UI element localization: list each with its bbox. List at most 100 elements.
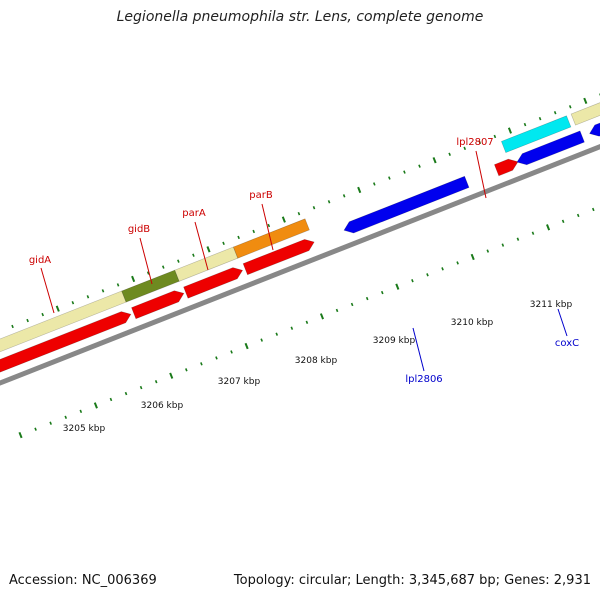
gene-leader-line	[139, 237, 153, 285]
gene-labels: gidA gidB parA parB lpl2807 lpl2806 coxC	[29, 137, 579, 385]
cds-coxC-partner	[516, 130, 585, 166]
tick-labels: 3205 kbp 3206 kbp 3207 kbp 3208 kbp 3209 kbp…	[63, 300, 573, 434]
tick-mark	[456, 261, 459, 265]
tick-mark	[79, 409, 83, 414]
tick-mark	[169, 372, 174, 379]
gene-leader-line	[412, 327, 425, 372]
tick-mark	[275, 332, 279, 336]
tick-mark	[470, 253, 475, 261]
tick-mark	[523, 122, 527, 127]
cds-gidA	[0, 311, 132, 373]
tick-mark	[290, 326, 294, 330]
tick-mark	[365, 296, 369, 301]
tick-mark	[432, 157, 437, 164]
tick-mark	[411, 279, 414, 283]
map-title: Legionella pneumophila str. Lens, comple…	[116, 9, 484, 25]
tick-mark	[493, 134, 497, 139]
tick-mark	[507, 127, 512, 134]
tick-mark	[576, 213, 580, 218]
tick-mark	[34, 427, 37, 431]
tick-mark	[335, 308, 339, 313]
tick-mark	[388, 176, 391, 180]
tick-mark	[93, 402, 98, 409]
cds-lpl2806	[343, 175, 470, 234]
tick-mark	[297, 211, 301, 216]
tick-mark	[185, 368, 188, 372]
accession-label: Accession: NC_006369	[9, 573, 157, 588]
tick-mark	[177, 259, 180, 263]
backbone-line	[0, 143, 600, 386]
tick-mark	[116, 283, 120, 287]
tick-mark	[124, 391, 128, 396]
tick-mark	[161, 265, 165, 269]
tick-label: 3205 kbp	[63, 424, 106, 434]
tick-label: 3210 kbp	[451, 318, 494, 328]
tick-mark	[55, 305, 60, 312]
tick-mark	[395, 283, 400, 290]
tick-mark	[418, 164, 421, 168]
tick-mark	[463, 146, 467, 151]
tick-mark	[350, 302, 354, 307]
tick-mark	[215, 356, 218, 360]
tick-mark	[192, 253, 195, 257]
tick-mark	[568, 105, 572, 109]
tick-label: 3207 kbp	[218, 377, 261, 387]
tick-mark	[591, 207, 595, 212]
tick-mark	[441, 267, 444, 271]
tick-mark	[139, 385, 143, 390]
gene-label: coxC	[555, 338, 579, 349]
tick-mark	[281, 216, 286, 223]
tick-mark	[546, 224, 551, 231]
gene-label: lpl2806	[405, 374, 442, 385]
tick-mark	[373, 182, 376, 186]
tick-mark	[86, 295, 90, 299]
gene-leader-line	[261, 203, 274, 251]
tick-mark	[101, 289, 105, 293]
tick-mark	[312, 206, 316, 210]
tick-mark	[342, 194, 346, 198]
gene-leader-line	[475, 150, 487, 199]
gene-label: gidA	[29, 255, 51, 266]
tick-mark	[583, 97, 588, 105]
cog-block-right	[570, 102, 600, 126]
tick-label: 3206 kbp	[141, 401, 184, 411]
tick-mark	[448, 152, 451, 156]
tick-mark	[380, 290, 384, 295]
feature-tracks	[0, 102, 600, 373]
cds-right	[589, 122, 600, 137]
tick-mark	[319, 313, 325, 320]
tick-mark	[49, 421, 52, 425]
gene-leader-line	[194, 221, 209, 271]
tick-mark	[146, 271, 150, 275]
tick-mark	[237, 235, 240, 240]
tick-mark	[64, 415, 68, 419]
tick-mark	[553, 111, 557, 115]
tick-mark	[403, 170, 406, 174]
gene-label: parA	[182, 208, 206, 219]
tick-mark	[131, 275, 136, 283]
cog-block-parB	[233, 218, 310, 259]
tick-mark	[267, 223, 271, 228]
tick-mark	[538, 116, 542, 121]
tick-mark	[486, 249, 490, 253]
cds-parA	[183, 267, 244, 299]
tick-mark	[206, 246, 211, 253]
tick-mark	[200, 362, 203, 366]
gene-leader-line	[557, 308, 568, 337]
tick-mark	[305, 320, 309, 324]
tick-label: 3208 kbp	[295, 356, 338, 366]
tick-dots	[11, 93, 600, 439]
tick-mark	[109, 397, 113, 402]
cds-gidB	[131, 290, 185, 320]
tick-mark	[327, 200, 331, 204]
cds-parB	[242, 239, 315, 276]
cog-block-coxC	[501, 115, 572, 153]
tick-mark	[501, 243, 505, 247]
gene-label: lpl2807	[456, 137, 493, 148]
genome-summary: Topology: circular; Length: 3,345,687 bp…	[233, 573, 591, 588]
tick-mark	[222, 241, 225, 246]
tick-mark	[18, 431, 23, 439]
tick-mark	[26, 318, 29, 323]
